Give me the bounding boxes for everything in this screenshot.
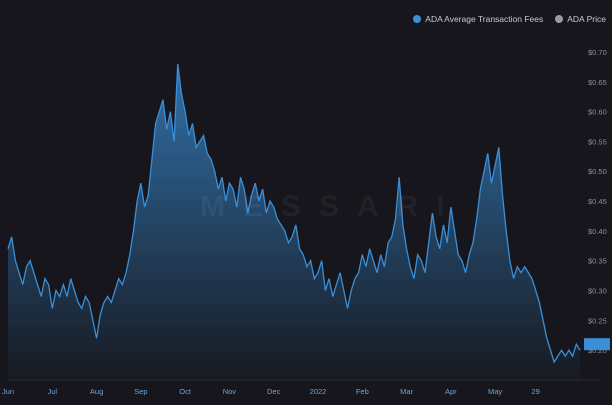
x-tick-label: Nov <box>223 387 237 396</box>
legend-dot-fees-icon <box>413 15 422 23</box>
x-tick-label: Feb <box>356 387 369 396</box>
area-layer <box>7 63 600 381</box>
x-tick-label: Dec <box>267 387 281 396</box>
x-axis: Jun Jul Aug Sep Oct Nov Dec 2022 Feb Mar Apr May 29 <box>2 387 540 396</box>
y-tick-label: $0.60 <box>588 108 607 117</box>
y-tick-label: $0.65 <box>588 78 607 87</box>
fees-line <box>7 63 581 364</box>
y-tick-label: $0.45 <box>588 197 607 206</box>
legend-dot-price-icon <box>555 15 564 23</box>
x-tick-label: Oct <box>179 387 192 396</box>
y-tick-label: $0.70 <box>588 48 607 57</box>
x-tick-label: Apr <box>445 387 457 396</box>
legend: ADA Average Transaction Fees ADA Price <box>413 14 606 24</box>
x-tick-label: Jun <box>2 387 14 396</box>
x-tick-label: Mar <box>400 387 413 396</box>
watermark: MESSARI <box>200 190 463 223</box>
x-tick-label: May <box>488 387 502 396</box>
y-tick-label: $0.35 <box>588 257 607 266</box>
legend-label-fees: ADA Average Transaction Fees <box>425 14 544 24</box>
fees-area <box>8 63 580 381</box>
x-tick-label: Jul <box>48 387 58 396</box>
y-tick-label: $0.25 <box>588 316 607 325</box>
y-tick-label: $0.30 <box>588 287 607 296</box>
legend-item-price[interactable]: ADA Price <box>555 14 606 24</box>
y-tick-label: $0.55 <box>588 137 607 146</box>
current-value-badge-bg <box>584 338 610 351</box>
y-axis: $0.70 $0.65 $0.60 $0.55 $0.50 $0.45 $0.40 $0.35… <box>588 48 607 355</box>
y-tick-label: $0.40 <box>588 227 607 236</box>
x-tick-label: 2022 <box>310 387 327 396</box>
x-tick-label: 29 <box>532 387 540 396</box>
x-tick-label: Aug <box>90 387 103 396</box>
legend-label-price: ADA Price <box>567 14 606 24</box>
y-tick-label: $0.20 <box>588 346 607 355</box>
current-value-badge <box>584 338 610 351</box>
y-tick-label: $0.50 <box>588 167 607 176</box>
legend-item-fees[interactable]: ADA Average Transaction Fees <box>413 14 543 24</box>
x-tick-label: Sep <box>134 387 147 396</box>
